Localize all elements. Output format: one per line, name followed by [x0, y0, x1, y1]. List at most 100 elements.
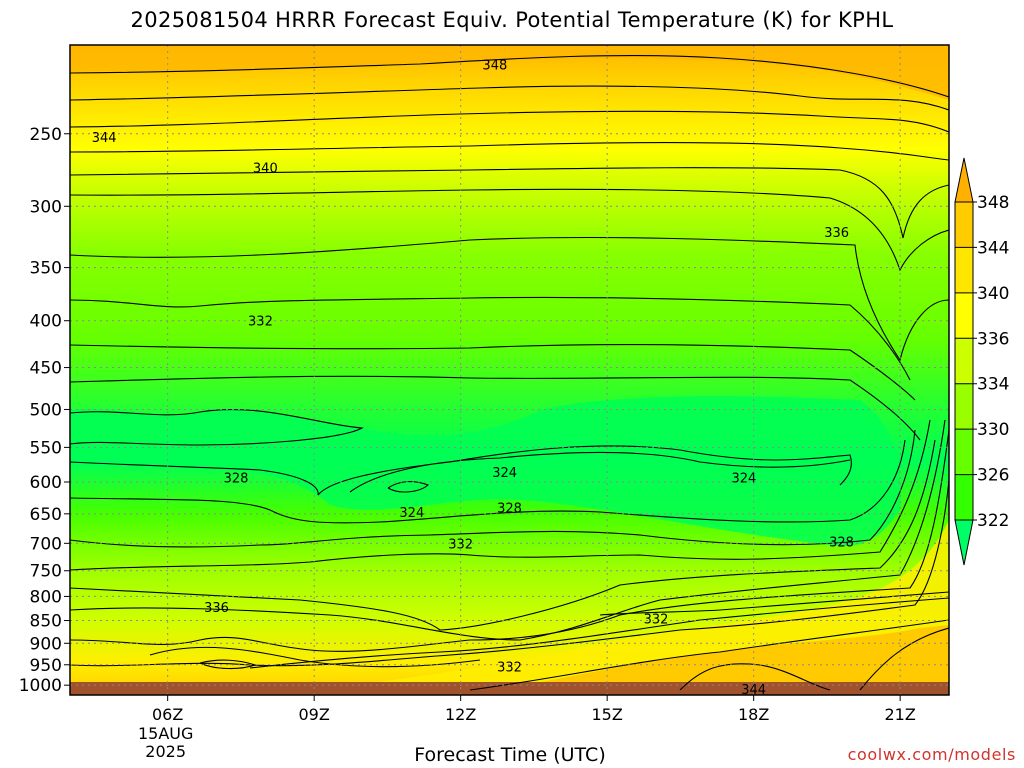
chart-title: 2025081504 HRRR Forecast Equiv. Potentia…	[130, 8, 894, 32]
colorbar-swatch	[955, 202, 973, 248]
ground	[70, 682, 949, 695]
contour-label: 332	[448, 537, 473, 552]
x-tick-label: 18Z	[738, 705, 769, 724]
colorbar-swatch	[955, 383, 973, 430]
x-tick-label: 21Z	[885, 705, 916, 724]
isentrope-contour	[70, 296, 911, 381]
y-tick-label: 650	[30, 505, 62, 525]
colorbar-swatch	[955, 474, 973, 520]
x-tick-label: 12Z	[445, 705, 476, 724]
isentrope-contour	[70, 141, 949, 161]
contour-label: 324	[731, 471, 756, 486]
isentrope-contour	[70, 419, 946, 641]
plot-frame	[69, 44, 950, 696]
colorbar-swatch	[955, 338, 973, 384]
x-axis-title: Forecast Time (UTC)	[414, 744, 606, 766]
isentrope-contour	[387, 481, 430, 493]
contour-label: 340	[253, 161, 278, 176]
isentrope-contour	[70, 85, 949, 111]
colorbar-min-arrow	[954, 519, 974, 566]
isentrope-contour	[349, 451, 851, 493]
colorbar-swatch	[955, 429, 973, 475]
x-tick-label: 15Z	[592, 705, 623, 724]
fill-348-surface-region	[470, 625, 949, 695]
y-tick-label: 750	[30, 562, 62, 582]
colorbar-label: 340	[977, 284, 1009, 304]
y-tick-label: 1000	[19, 676, 62, 696]
contour-label: 336	[824, 226, 849, 241]
colorbar-max-arrow	[954, 157, 974, 203]
colorbar-label: 334	[977, 375, 1009, 395]
contour-lines	[70, 54, 949, 691]
y-tick-label: 600	[30, 473, 62, 493]
grid-lines	[70, 45, 949, 695]
isentrope-contour	[679, 663, 831, 691]
isentrope-contour	[70, 167, 949, 239]
isentrope-contour	[70, 419, 931, 571]
y-tick-label: 700	[30, 534, 62, 554]
isentrope-contour	[70, 344, 916, 401]
x-tick-sublabel: 2025	[145, 742, 186, 761]
colorbar-swatch	[955, 247, 973, 293]
y-tick-label: 400	[30, 312, 62, 332]
isentrope-contour	[70, 479, 949, 667]
isentrope-contour	[70, 429, 949, 652]
colorbar-swatch	[955, 292, 973, 339]
contour-label: 336	[204, 601, 229, 616]
y-tick-label: 800	[30, 587, 62, 607]
plot-area	[70, 45, 949, 695]
contour-label: 324	[399, 506, 424, 521]
y-tick-label: 550	[30, 438, 62, 458]
colorbar-label: 326	[977, 466, 1009, 486]
credit-link[interactable]: coolwx.com/models	[847, 745, 1016, 764]
y-tick-label: 900	[30, 634, 62, 654]
y-tick-label: 300	[30, 197, 62, 217]
isentrope-contour	[70, 375, 921, 441]
y-tick-label: 500	[30, 400, 62, 420]
contour-label: 324	[492, 466, 517, 481]
fill-324-region	[70, 396, 901, 547]
contour-label: 332	[497, 660, 522, 675]
contour-label: 328	[224, 471, 249, 486]
isentrope-contour	[70, 439, 906, 524]
y-tick-label: 250	[30, 125, 62, 145]
contour-label: 332	[644, 613, 669, 628]
colorbar: 348 344 340 336 334 330 326 322	[954, 157, 1009, 566]
x-tick-label: 06Z	[152, 705, 183, 724]
isentrope-contour	[70, 54, 949, 98]
y-axis: 2503003504004505005506006507007508008509…	[19, 125, 70, 696]
y-tick-label: 350	[30, 259, 62, 279]
isentrope-contour	[70, 408, 364, 446]
isentrope-contour	[599, 591, 949, 616]
contour-label: 348	[482, 58, 507, 73]
y-tick-label: 950	[30, 656, 62, 676]
x-tick-label: 09Z	[299, 705, 330, 724]
colorbar-label: 344	[977, 238, 1009, 258]
contour-label: 344	[741, 683, 766, 698]
contour-label: 328	[829, 536, 854, 551]
isentrope-contour	[70, 188, 949, 272]
x-tick-sublabel: 15AUG	[138, 724, 193, 743]
colorbar-label: 330	[977, 420, 1009, 440]
isentrope-contour	[70, 429, 916, 548]
contour-label: 344	[92, 131, 117, 146]
isentrope-contour	[70, 110, 949, 133]
isentrope-contour	[469, 619, 949, 691]
colorbar-label: 336	[977, 329, 1009, 349]
field-background	[70, 45, 949, 695]
contour-label: 328	[497, 502, 522, 517]
isentrope-contour	[249, 597, 949, 669]
contour-labels: 348 344 340 336 332 328 324 324 324 328 332 328 336 3…	[92, 58, 854, 698]
isentrope-contour	[859, 627, 949, 691]
isentrope-contour	[70, 439, 936, 631]
colorbar-label: 322	[977, 511, 1009, 531]
y-tick-label: 450	[30, 359, 62, 379]
isentrope-contour	[149, 646, 481, 668]
colorbar-label: 348	[977, 193, 1009, 213]
contour-label: 332	[248, 315, 273, 330]
isentrope-contour	[70, 236, 949, 362]
y-tick-label: 850	[30, 612, 62, 632]
isentrope-contour	[199, 659, 257, 670]
